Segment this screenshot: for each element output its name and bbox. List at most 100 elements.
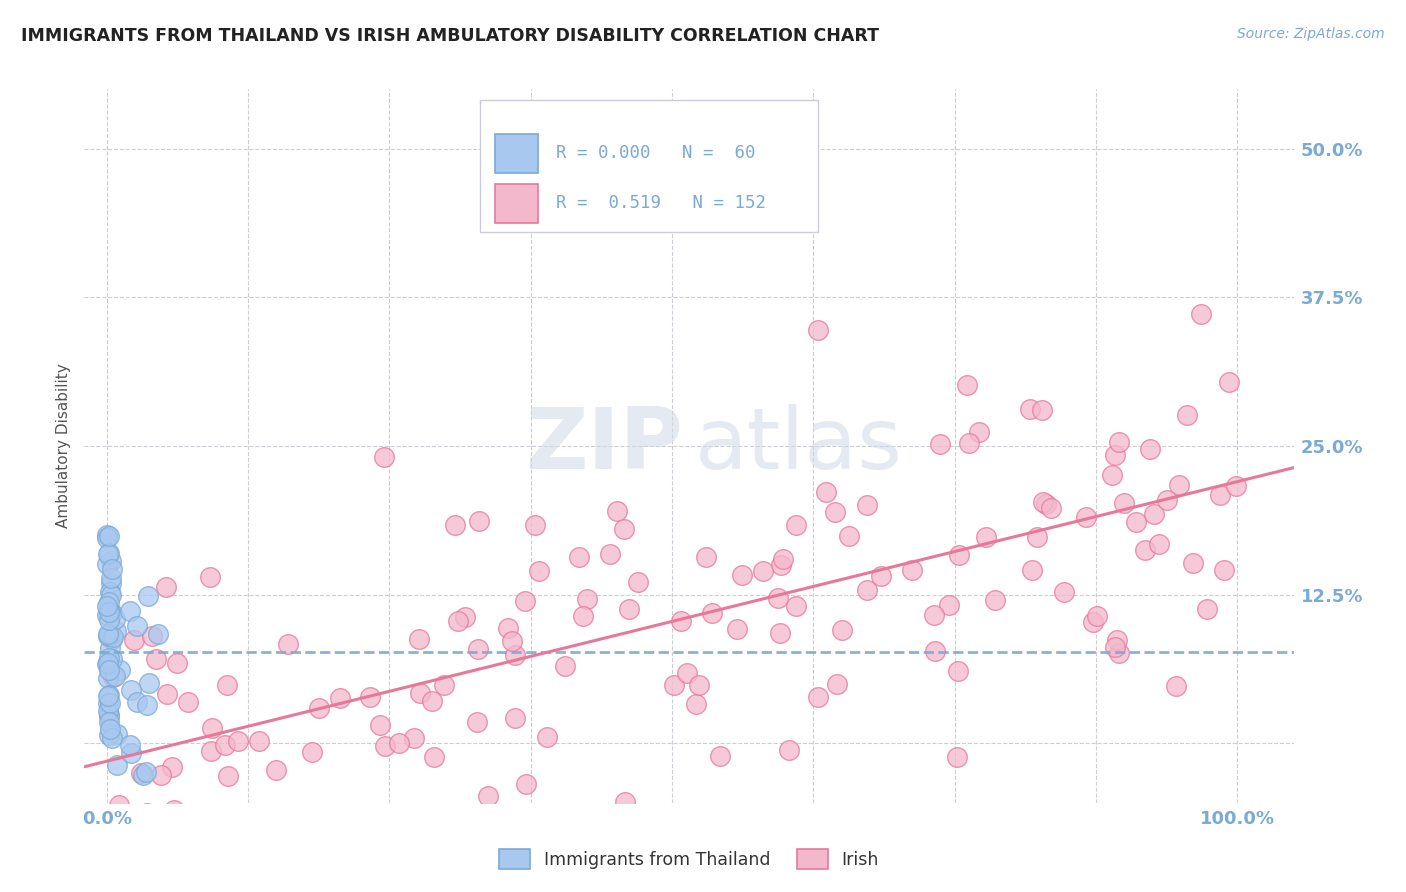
Point <box>105 727 128 741</box>
Point <box>807 690 830 704</box>
Point <box>100 571 122 585</box>
Point <box>503 648 526 662</box>
Point <box>98 728 121 742</box>
Point <box>260 820 283 834</box>
Point <box>97 595 120 609</box>
Point <box>599 547 621 561</box>
Point <box>214 738 236 752</box>
Point <box>262 811 284 825</box>
Text: atlas: atlas <box>695 404 903 488</box>
Point <box>1166 679 1188 693</box>
Point <box>1053 585 1076 599</box>
Point <box>627 574 650 589</box>
Point <box>855 499 877 513</box>
Point <box>215 678 238 692</box>
Point <box>148 626 170 640</box>
Point <box>329 690 352 705</box>
Point <box>373 450 395 465</box>
Point <box>402 731 425 745</box>
Point <box>1032 495 1054 509</box>
Point <box>160 759 183 773</box>
Point <box>447 614 470 628</box>
Point <box>766 591 789 605</box>
Point <box>945 749 967 764</box>
Point <box>1167 478 1189 492</box>
Point <box>831 623 853 637</box>
Point <box>232 846 254 860</box>
Point <box>725 622 748 636</box>
Point <box>264 763 287 777</box>
Point <box>1107 632 1129 647</box>
Point <box>606 504 628 518</box>
Point <box>97 689 120 703</box>
Point <box>120 746 142 760</box>
Point <box>1218 375 1240 389</box>
Point <box>149 883 172 892</box>
Point <box>101 632 124 646</box>
Point <box>1156 493 1178 508</box>
Point <box>98 546 121 560</box>
Point <box>529 564 551 578</box>
Point <box>132 768 155 782</box>
Point <box>96 527 118 541</box>
Point <box>100 554 122 568</box>
Point <box>122 632 145 647</box>
Bar <box>495 184 538 223</box>
Point <box>98 585 121 599</box>
Point <box>772 552 794 566</box>
Point <box>97 656 120 670</box>
Point <box>957 436 980 450</box>
Point <box>97 629 120 643</box>
Point <box>1108 646 1130 660</box>
Point <box>704 879 727 892</box>
Point <box>120 682 142 697</box>
Point <box>1147 537 1170 551</box>
Point <box>614 796 637 810</box>
Point <box>613 522 636 536</box>
Point <box>1031 402 1053 417</box>
Point <box>103 670 125 684</box>
Point <box>420 694 443 708</box>
Point <box>700 607 723 621</box>
Point <box>922 608 945 623</box>
Point <box>662 678 685 692</box>
Point <box>967 425 990 439</box>
Point <box>97 709 120 723</box>
Point <box>1108 434 1130 449</box>
Text: IMMIGRANTS FROM THAILAND VS IRISH AMBULATORY DISABILITY CORRELATION CHART: IMMIGRANTS FROM THAILAND VS IRISH AMBULA… <box>21 27 879 45</box>
Point <box>98 688 121 702</box>
Point <box>125 695 148 709</box>
Point <box>100 652 122 666</box>
Point <box>1087 609 1109 624</box>
Point <box>105 758 128 772</box>
Point <box>98 696 121 710</box>
Point <box>685 698 707 712</box>
Point <box>217 769 239 783</box>
Point <box>824 505 846 519</box>
Point <box>709 748 731 763</box>
Point <box>838 528 860 542</box>
Point <box>938 599 960 613</box>
Point <box>815 484 838 499</box>
Point <box>769 625 792 640</box>
Point <box>409 686 432 700</box>
Point <box>229 827 252 841</box>
Point <box>1139 442 1161 457</box>
Point <box>929 437 952 451</box>
Point <box>1182 556 1205 570</box>
Point <box>98 629 121 643</box>
Point <box>96 607 118 622</box>
Point <box>513 594 536 608</box>
Point <box>104 668 127 682</box>
Bar <box>495 134 538 173</box>
Point <box>314 858 336 872</box>
Point <box>359 690 381 705</box>
Point <box>825 677 848 691</box>
Point <box>572 609 595 624</box>
Point <box>100 588 122 602</box>
Point <box>695 550 717 565</box>
Point <box>523 518 546 533</box>
Point <box>141 629 163 643</box>
Point <box>924 644 946 658</box>
Point <box>752 564 775 578</box>
